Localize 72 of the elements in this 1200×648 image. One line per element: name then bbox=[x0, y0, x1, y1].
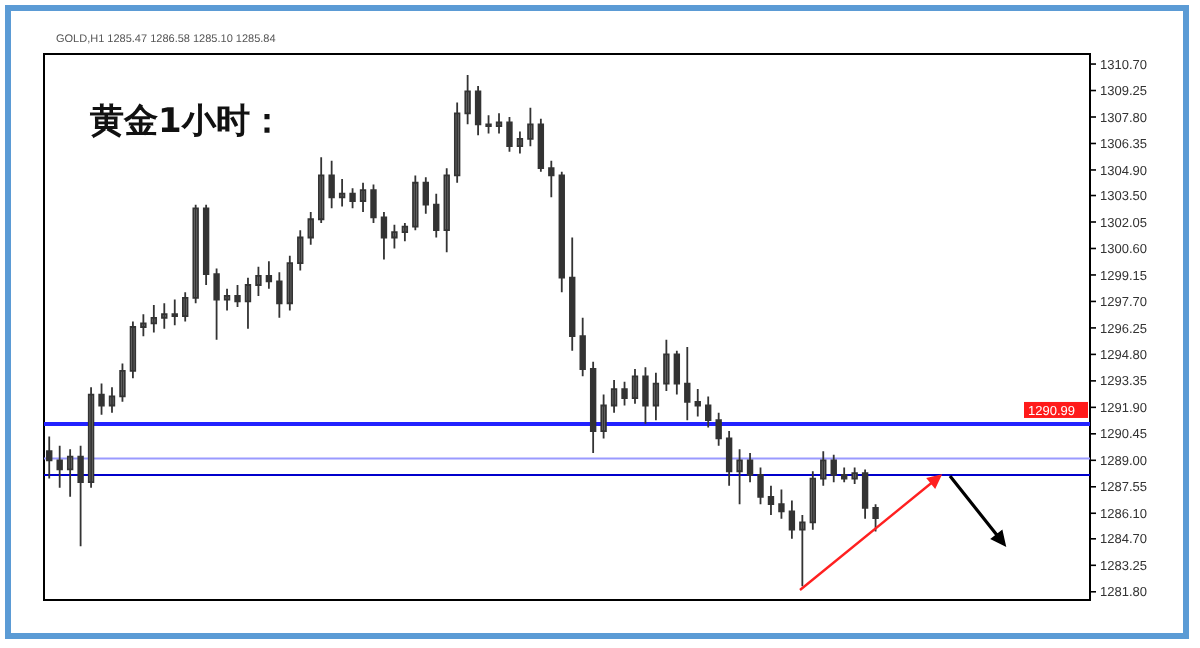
candlestick bbox=[412, 174, 419, 232]
candlestick bbox=[840, 466, 848, 484]
candlestick bbox=[548, 159, 555, 199]
candlestick bbox=[778, 488, 785, 520]
candlestick bbox=[642, 366, 649, 425]
candlestick bbox=[244, 276, 252, 330]
candlestick bbox=[684, 346, 691, 422]
candlestick bbox=[56, 444, 63, 489]
candlestick bbox=[108, 386, 116, 414]
candlestick bbox=[213, 267, 220, 341]
candlestick bbox=[161, 302, 168, 330]
candlestick bbox=[359, 181, 367, 213]
candlestick bbox=[788, 499, 796, 540]
candlestick bbox=[485, 114, 492, 135]
candlestick bbox=[317, 156, 325, 224]
candlestick bbox=[516, 130, 524, 155]
candlestick bbox=[119, 362, 126, 403]
candlestick bbox=[171, 298, 178, 327]
candlestick bbox=[338, 178, 346, 208]
candlestick bbox=[307, 211, 314, 246]
candlestick bbox=[830, 453, 837, 484]
candlestick bbox=[569, 236, 576, 352]
candlestick bbox=[527, 106, 534, 148]
candlestick bbox=[600, 393, 607, 440]
candlestick bbox=[820, 450, 827, 487]
candlestick bbox=[150, 304, 158, 334]
candlestick bbox=[223, 287, 231, 312]
candlestick bbox=[276, 271, 283, 319]
candlestick bbox=[234, 284, 241, 308]
candlestick bbox=[631, 368, 639, 405]
candlestick bbox=[767, 484, 775, 516]
candlestick bbox=[506, 116, 513, 153]
candlestick bbox=[725, 430, 733, 487]
candlestick bbox=[255, 265, 262, 297]
candlestick bbox=[589, 360, 597, 454]
candlestick bbox=[380, 211, 388, 261]
candlestick bbox=[182, 291, 189, 323]
candlestick bbox=[297, 229, 304, 272]
candlestick bbox=[673, 349, 681, 396]
candlestick bbox=[872, 503, 879, 533]
candlestick bbox=[579, 316, 586, 378]
candlestick bbox=[757, 466, 764, 506]
candlestick bbox=[77, 444, 84, 548]
candlestick bbox=[736, 448, 743, 506]
candlestick bbox=[464, 74, 471, 126]
candlestick bbox=[746, 452, 754, 484]
candlestick bbox=[652, 371, 660, 422]
candlestick bbox=[66, 448, 74, 498]
candlestick bbox=[433, 192, 440, 239]
candlestick bbox=[391, 223, 398, 250]
candlestick bbox=[610, 379, 618, 414]
text: 黄金1小时： bbox=[88, 102, 284, 142]
candlestick bbox=[46, 435, 53, 480]
candlestick bbox=[621, 380, 628, 407]
candlestick bbox=[349, 187, 356, 210]
candlestick bbox=[98, 382, 105, 416]
candlestick bbox=[851, 466, 858, 485]
candlestick bbox=[401, 222, 409, 243]
candlestick bbox=[694, 388, 701, 418]
candlestick bbox=[663, 338, 670, 392]
candlestick bbox=[705, 395, 712, 429]
candlestick bbox=[192, 203, 199, 305]
candlestick bbox=[328, 159, 335, 210]
candlestick bbox=[715, 411, 722, 447]
candlestick bbox=[443, 167, 450, 254]
candlestick bbox=[422, 176, 429, 215]
candlestick bbox=[140, 313, 147, 338]
candlestick bbox=[370, 183, 377, 224]
candlestick bbox=[495, 112, 503, 135]
candlestick bbox=[799, 514, 806, 588]
candlestick bbox=[861, 468, 869, 520]
candlestick bbox=[265, 260, 273, 290]
